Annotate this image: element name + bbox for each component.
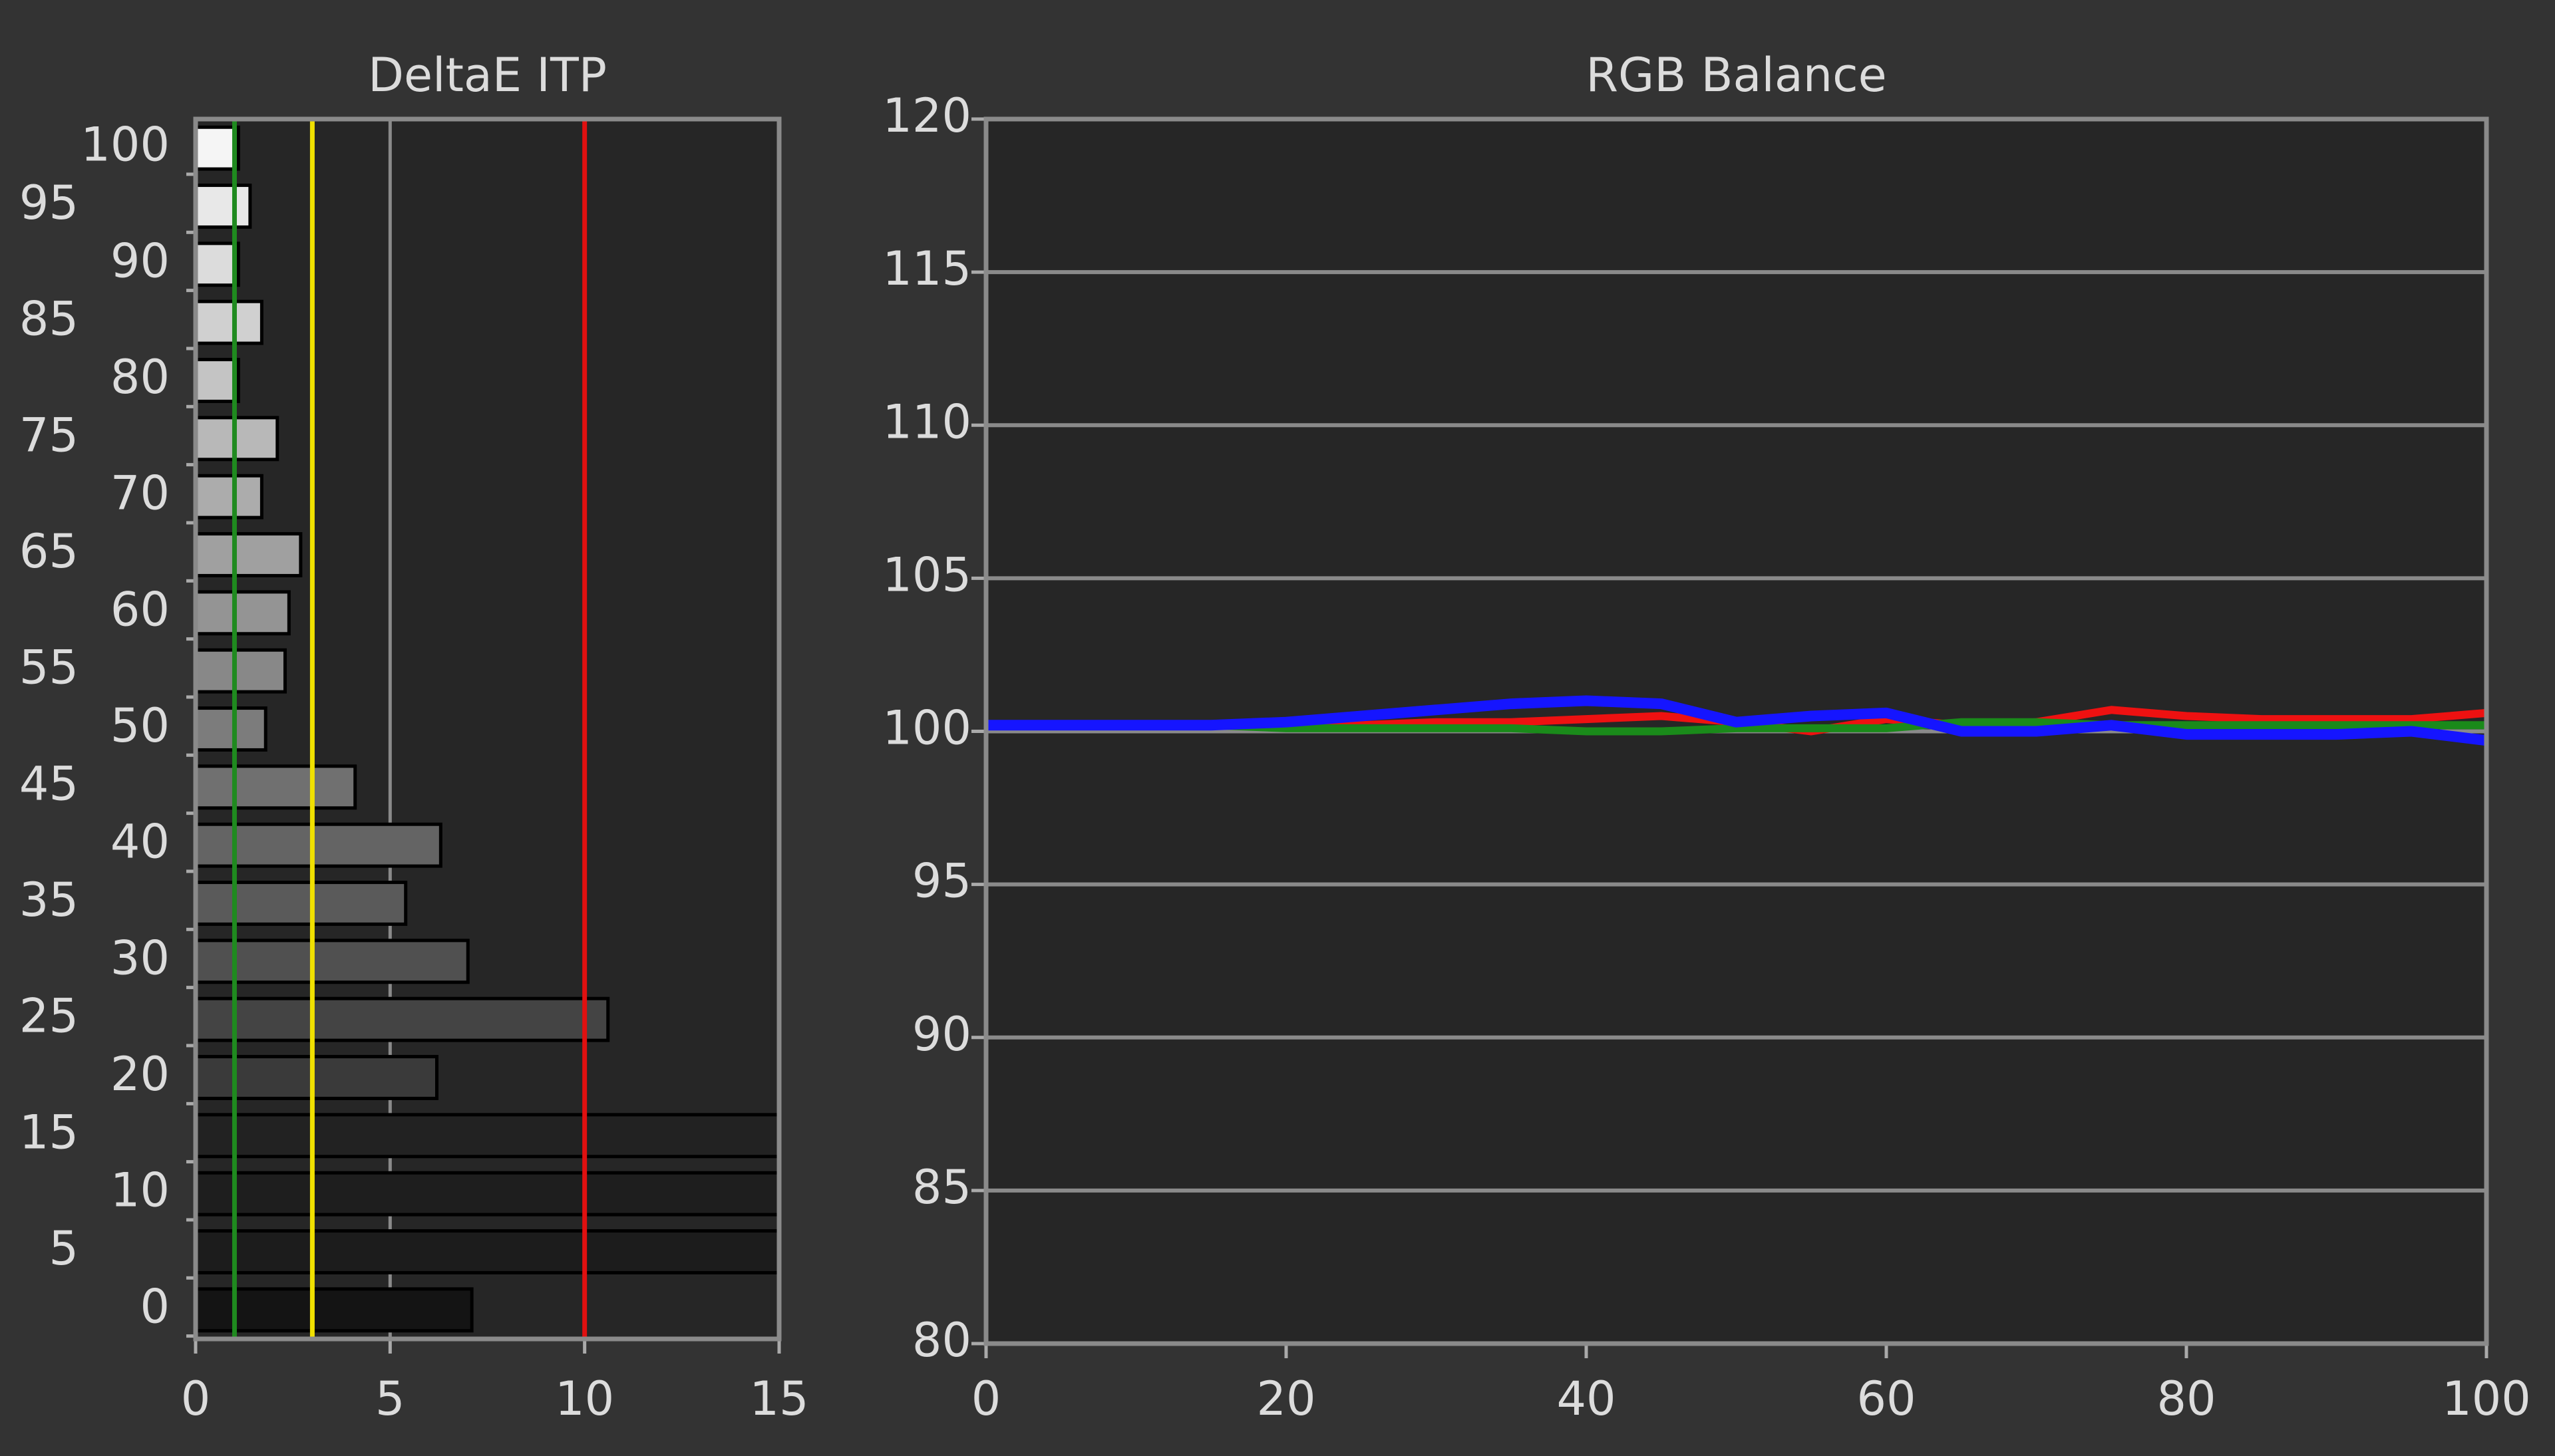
y-tick-label: 90 bbox=[912, 1007, 971, 1062]
bar bbox=[194, 590, 291, 636]
x-tick-label: 60 bbox=[1856, 1372, 1916, 1426]
y-tick-label: 120 bbox=[882, 88, 971, 143]
y-tick-label: 110 bbox=[882, 394, 971, 449]
y-tick-label: 80 bbox=[110, 350, 170, 404]
x-tick-label: 100 bbox=[2442, 1372, 2531, 1426]
bar bbox=[194, 184, 252, 229]
bar bbox=[194, 996, 610, 1042]
bar bbox=[194, 358, 240, 403]
y-tick-label: 25 bbox=[19, 989, 79, 1044]
y-tick-label: 35 bbox=[19, 873, 79, 927]
y-tick-label: 85 bbox=[19, 292, 79, 347]
y-tick-label: 45 bbox=[19, 756, 79, 811]
plot-border bbox=[193, 116, 782, 1342]
x-tick-label: 40 bbox=[1556, 1372, 1616, 1426]
bar bbox=[194, 241, 240, 287]
y-tick-label: 0 bbox=[140, 1279, 170, 1334]
bar bbox=[194, 881, 408, 926]
y-tick-label: 100 bbox=[882, 701, 971, 756]
plot-border bbox=[983, 116, 2489, 1346]
y-tick-label: 115 bbox=[882, 241, 971, 296]
y-tick-label: 95 bbox=[19, 176, 79, 230]
y-tick-label: 50 bbox=[110, 698, 170, 753]
y-tick-label: 90 bbox=[110, 233, 170, 288]
chart-title: RGB Balance bbox=[1586, 48, 1886, 102]
bar bbox=[194, 474, 263, 519]
y-tick-label: 60 bbox=[110, 582, 170, 637]
y-tick-label: 5 bbox=[49, 1221, 79, 1276]
y-tick-label: 80 bbox=[912, 1313, 971, 1368]
bar bbox=[194, 1113, 781, 1159]
x-tick-label: 80 bbox=[2156, 1372, 2216, 1426]
y-tick-label: 105 bbox=[882, 547, 971, 602]
bar bbox=[194, 532, 303, 577]
bar bbox=[194, 1055, 438, 1100]
x-tick-label: 5 bbox=[375, 1372, 405, 1426]
chart-title: DeltaE ITP bbox=[368, 48, 607, 102]
y-tick-label: 65 bbox=[19, 524, 79, 579]
bar bbox=[194, 125, 240, 171]
y-tick-label: 40 bbox=[110, 815, 170, 869]
bar bbox=[194, 1287, 474, 1333]
y-tick-label: 100 bbox=[81, 118, 170, 172]
bar bbox=[194, 299, 263, 345]
y-tick-label: 55 bbox=[19, 641, 79, 695]
y-tick-label: 85 bbox=[912, 1160, 971, 1215]
y-tick-label: 15 bbox=[19, 1105, 79, 1159]
x-tick-label: 0 bbox=[971, 1372, 1001, 1426]
y-tick-label: 10 bbox=[110, 1163, 170, 1218]
bar bbox=[194, 1171, 781, 1217]
y-tick-label: 20 bbox=[110, 1047, 170, 1101]
y-tick-label: 70 bbox=[110, 466, 170, 521]
x-tick-label: 15 bbox=[749, 1372, 808, 1426]
bar bbox=[194, 648, 287, 694]
y-tick-label: 75 bbox=[19, 408, 79, 462]
bar bbox=[194, 764, 357, 810]
bar bbox=[194, 1229, 781, 1274]
x-tick-label: 0 bbox=[181, 1372, 211, 1426]
y-tick-label: 30 bbox=[110, 931, 170, 985]
data-line bbox=[986, 695, 2487, 746]
x-tick-label: 10 bbox=[555, 1372, 614, 1426]
y-tick-label: 95 bbox=[912, 854, 971, 909]
bar bbox=[194, 706, 267, 752]
x-tick-label: 20 bbox=[1256, 1372, 1315, 1426]
